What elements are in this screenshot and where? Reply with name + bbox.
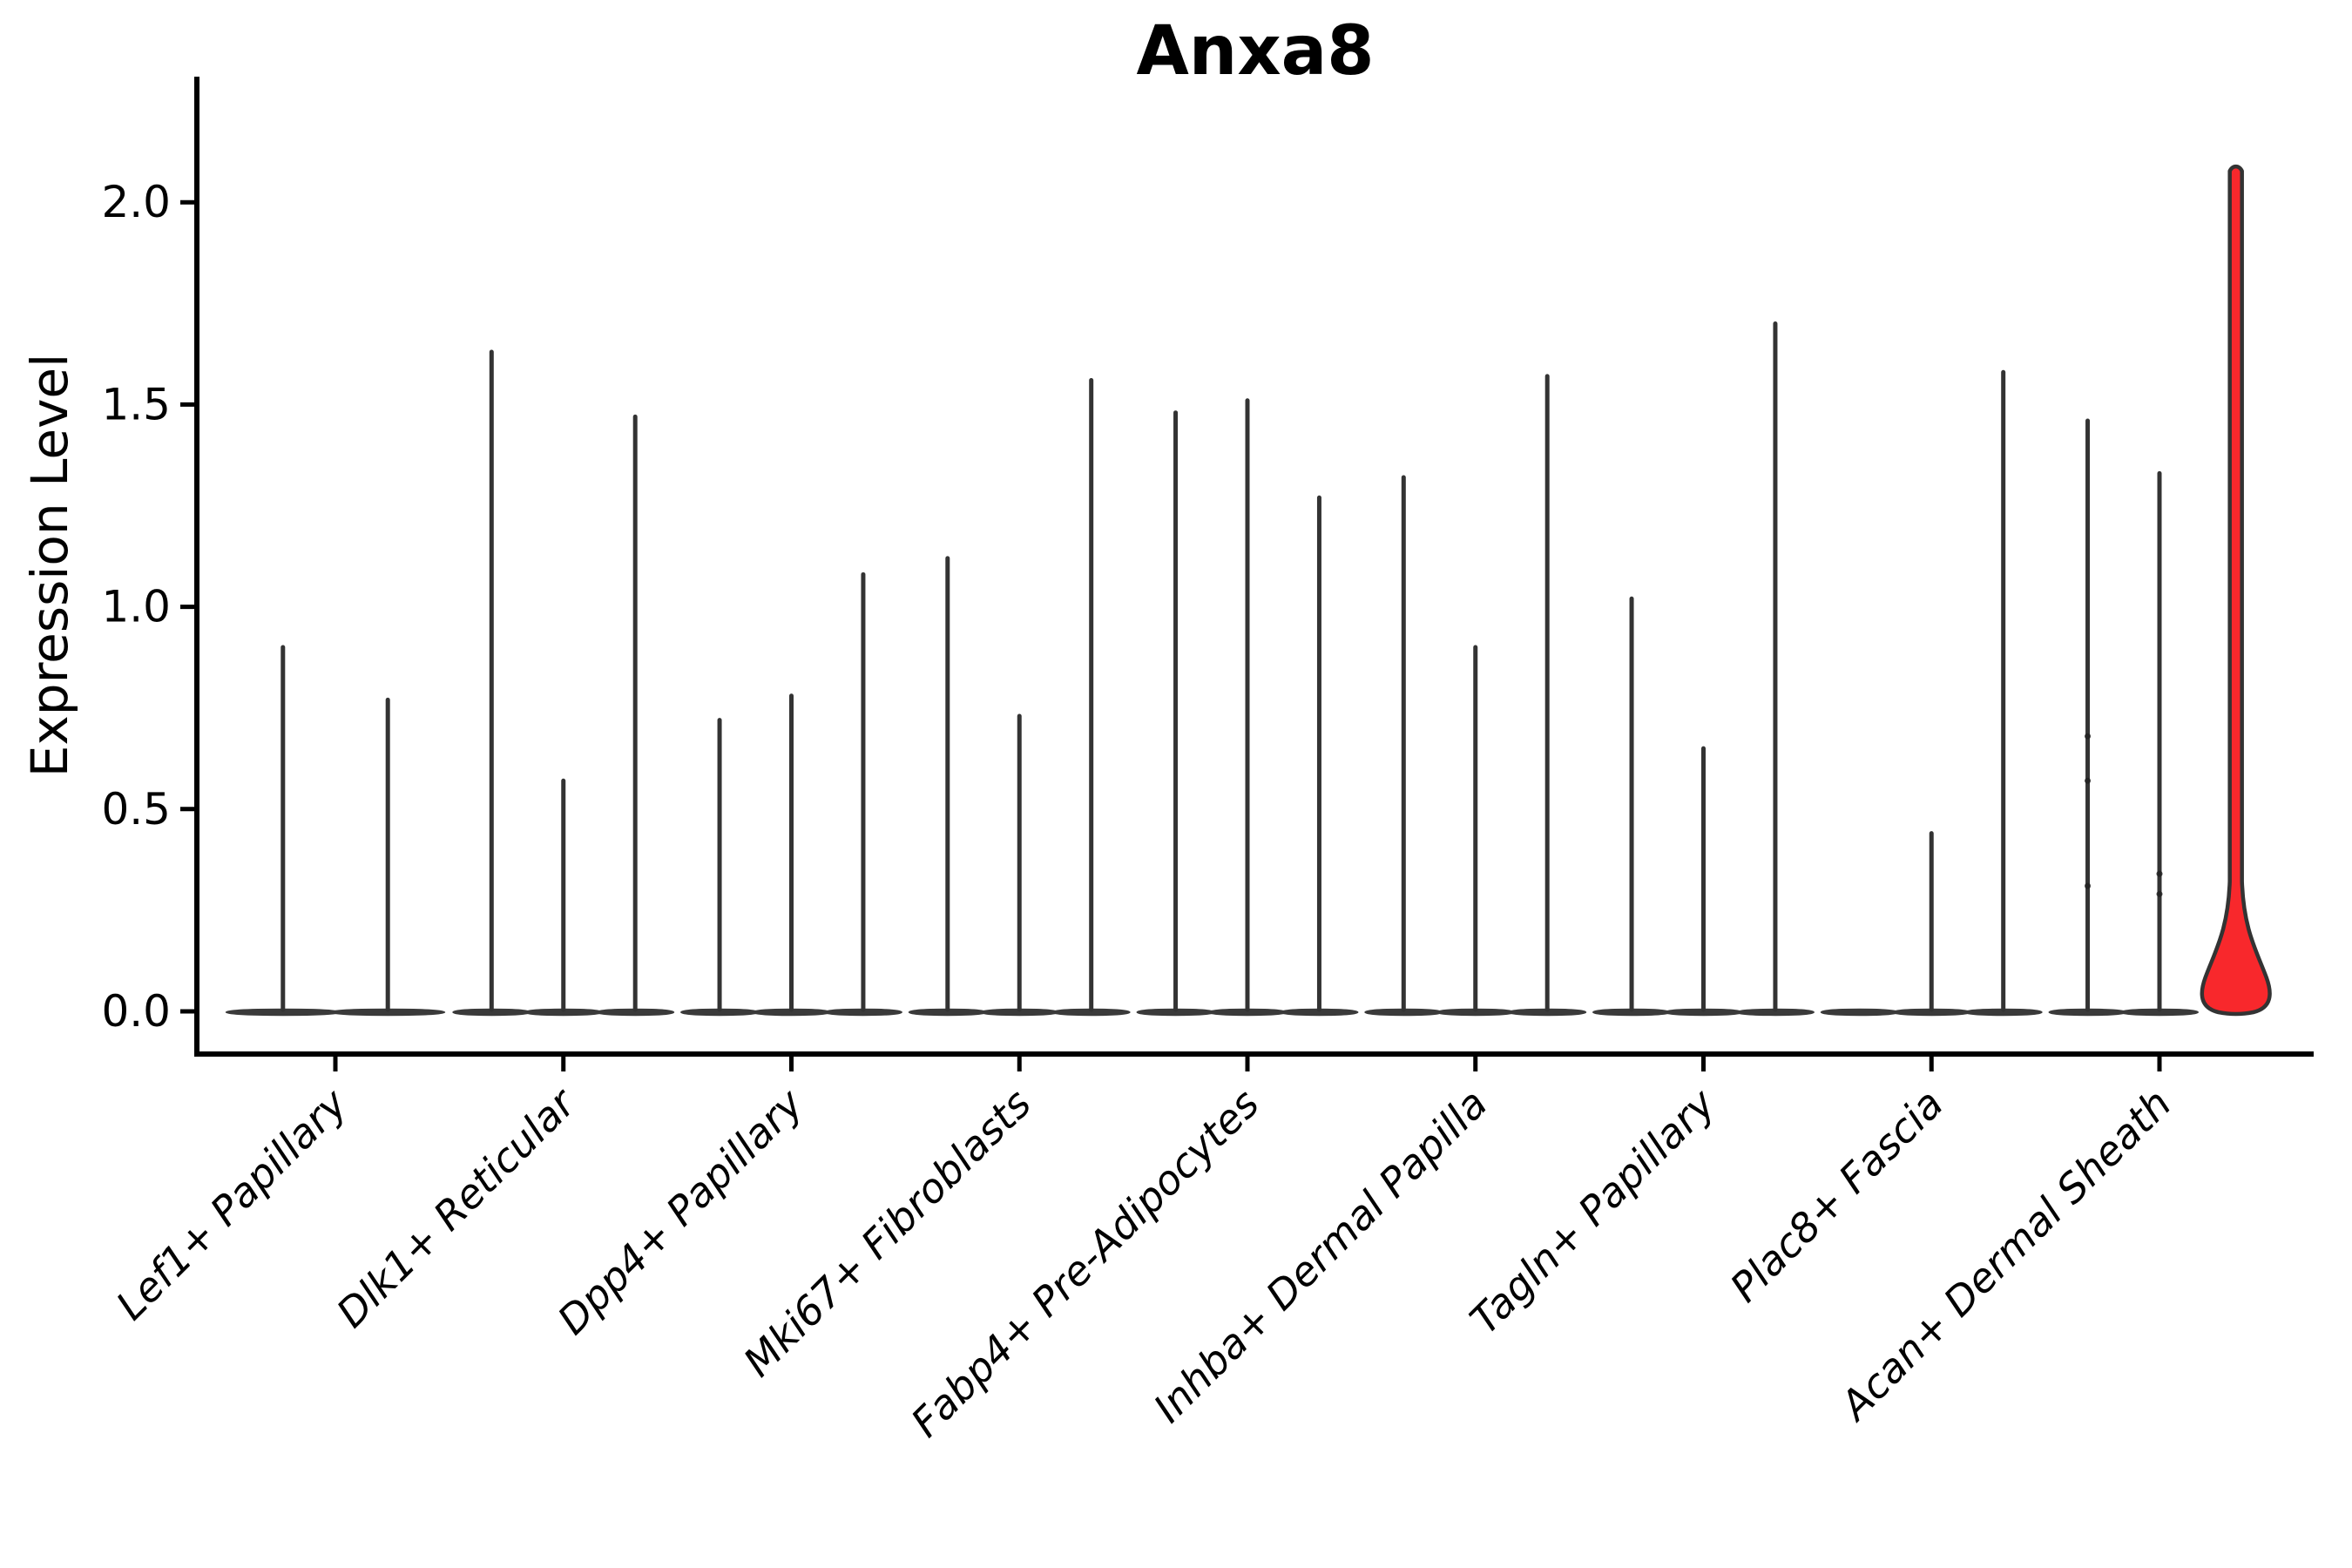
violin-body [1820,1008,1899,1017]
y-tick-label: 1.0 [101,582,171,632]
x-tick-label: Lef1+ Papillary [107,1079,356,1328]
expression-point [2156,870,2163,877]
y-tick-label: 0.0 [101,986,171,1037]
y-tick-label: 2.0 [101,177,171,227]
expression-point [2085,882,2092,889]
chart-title: Anxa8 [1136,12,1375,91]
y-tick-label: 1.5 [101,379,171,429]
highlighted-violin [2200,164,2272,1017]
expression-point [2085,733,2092,740]
x-tick-label: Dlk1+ Reticular [328,1078,586,1336]
expression-point [2156,890,2163,897]
x-tick-label: Dpp4+ Papillary [549,1079,813,1343]
x-tick-label: Plac8+ Fascia [1721,1080,1952,1311]
y-tick-label: 0.5 [101,784,171,835]
x-tick-label: Tagln+ Papillary [1461,1079,1725,1343]
expression-point [2085,777,2092,784]
